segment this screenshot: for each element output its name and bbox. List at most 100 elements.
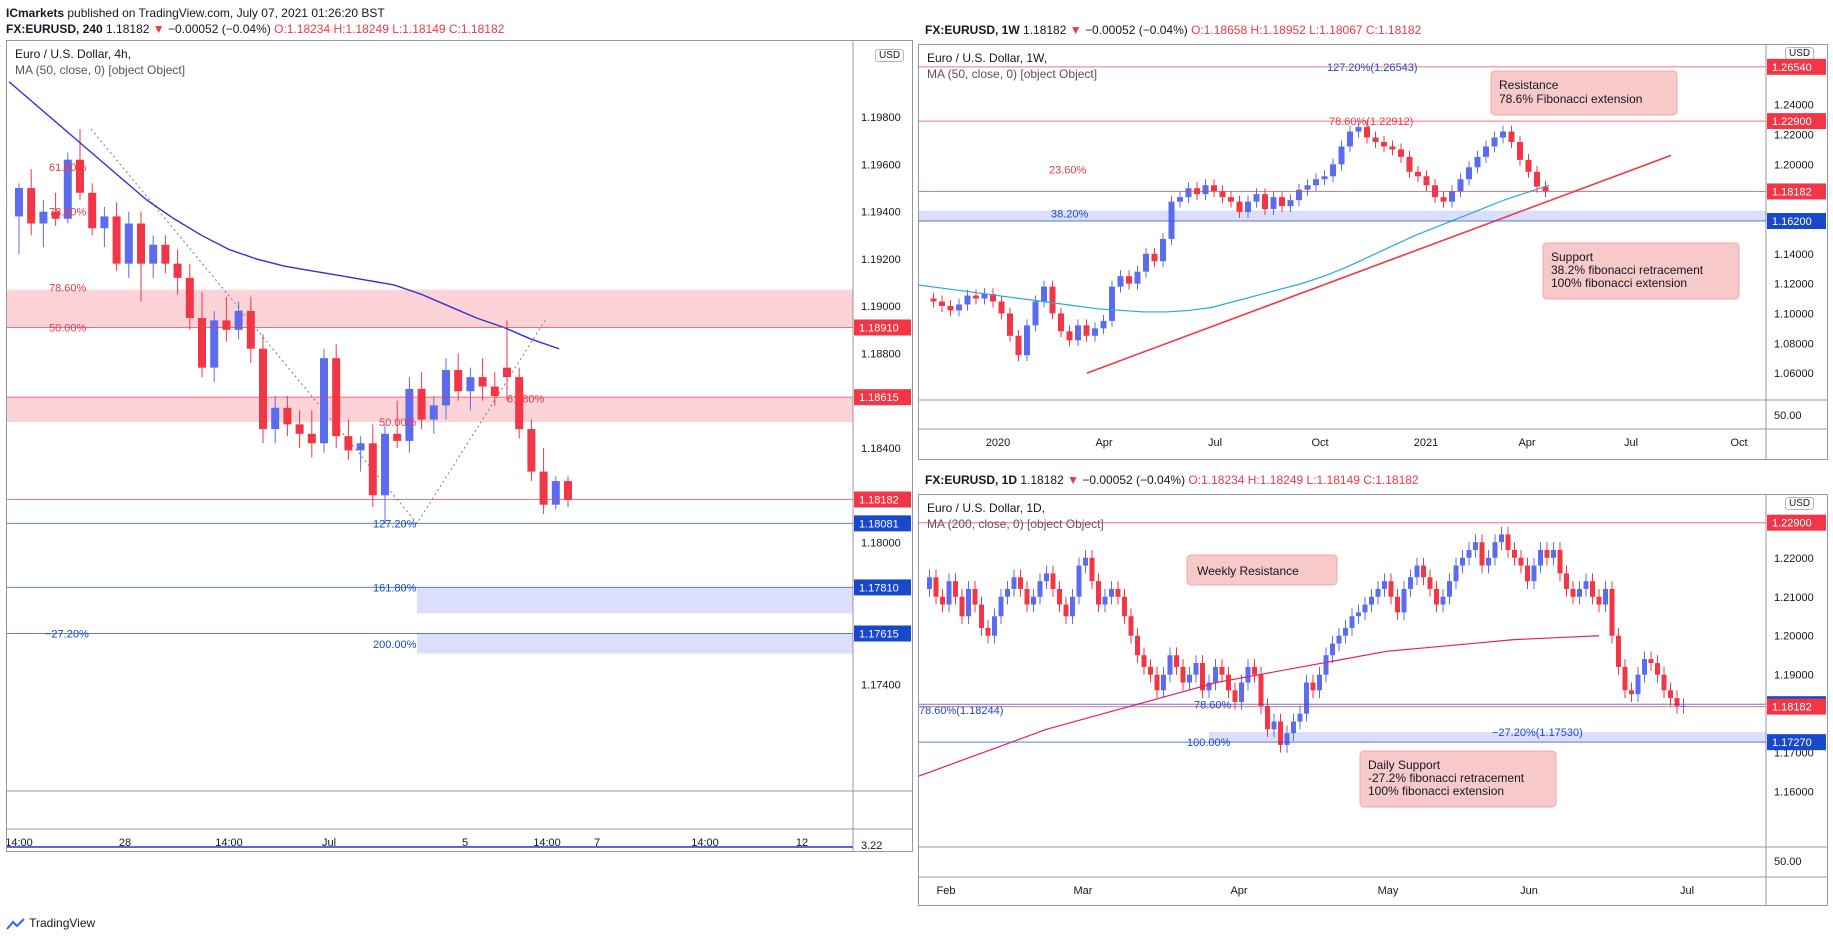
currency-badge-4h[interactable]: USD: [875, 49, 905, 62]
currency-badge-1d[interactable]: USD: [1785, 497, 1815, 510]
candle-body: [137, 223, 145, 264]
candle-body: [1279, 197, 1285, 207]
fib-level-label: 78.60%: [49, 207, 87, 219]
symbol-1w[interactable]: FX:EURUSD, 1W: [925, 23, 1020, 37]
candle-body: [1262, 194, 1268, 210]
price-tag-label: 1.16200: [1772, 216, 1812, 228]
candle-body: [964, 295, 971, 305]
candle-body: [381, 433, 389, 496]
candle-body: [210, 320, 219, 368]
x-tick-label: Oct: [1311, 437, 1328, 449]
resistance-callout-text: 78.6% Fibonacci extension: [1499, 92, 1642, 106]
candle-body: [1330, 164, 1336, 177]
candle-body: [1347, 131, 1353, 147]
candle-body: [405, 388, 414, 441]
support-callout-title: Support: [1551, 250, 1594, 264]
candle-body: [551, 481, 560, 505]
candle-body: [1525, 159, 1532, 172]
y-tick-label: 1.24000: [1774, 100, 1814, 112]
candle-body: [1474, 156, 1481, 168]
fib-level-label: 61.80%: [49, 162, 87, 174]
candle-body: [1531, 565, 1537, 582]
candle-body: [1253, 194, 1260, 202]
candle-body: [344, 436, 353, 451]
y-tick-label: 1.06000: [1774, 368, 1814, 380]
footer-brand[interactable]: TradingView: [29, 916, 96, 930]
candle-body: [1338, 146, 1345, 165]
price-tag-label: 1.18910: [859, 322, 899, 334]
x-tick-label: 5: [462, 837, 468, 849]
candle-body: [1544, 549, 1550, 558]
daily-support-title: Daily Support: [1368, 758, 1441, 772]
candle-body: [1375, 588, 1381, 597]
chart-canvas-1w[interactable]: 1.240001.220001.200001.180001.160001.140…: [919, 45, 1827, 459]
candle-body: [946, 581, 952, 605]
candle-body: [149, 244, 158, 264]
candle-body: [393, 433, 402, 441]
candle-body: [1310, 682, 1316, 691]
y-tick-label: 1.20000: [1774, 159, 1814, 171]
x-tick-label: Jul: [1624, 437, 1638, 449]
candle-body: [1168, 201, 1175, 239]
chart-canvas-4h[interactable]: 1.19800 1.19600 1.19400 1.19200 1.19000 1.188…: [7, 41, 912, 851]
candle-body: [271, 407, 280, 430]
candle-body: [1239, 682, 1244, 703]
chart-panel-1d[interactable]: FX:EURUSD, 1D 1.18182 ▼ −0.00052 (−0.04%…: [918, 473, 1828, 906]
candle-body: [1011, 577, 1017, 589]
candle-body: [1015, 335, 1022, 356]
price-4h: 1.18182: [106, 22, 150, 36]
candle-body: [1551, 549, 1556, 558]
x-tick-label: Mar: [1074, 885, 1093, 897]
price-tag-bg: [854, 319, 911, 336]
candle-body: [466, 377, 475, 392]
fib-zone: [919, 210, 1766, 221]
candle-body: [76, 159, 84, 193]
candle-body: [161, 244, 170, 264]
fib-level-label: 78.60%: [1194, 700, 1232, 712]
candle-body: [985, 627, 991, 636]
x-tick-label: 14:00: [691, 837, 719, 849]
candle-body: [1287, 200, 1294, 207]
candle-body: [1174, 655, 1179, 667]
symbol-1d[interactable]: FX:EURUSD, 1D: [925, 473, 1018, 487]
candle-body: [1135, 635, 1140, 656]
publisher-name[interactable]: ICmarkets: [6, 6, 65, 20]
symbol-4h[interactable]: FX:EURUSD, 240: [6, 22, 103, 36]
x-tick-label: Apr: [1230, 885, 1247, 897]
candle-body: [1193, 663, 1199, 675]
candle-body: [368, 443, 377, 496]
candle-body: [1525, 565, 1530, 582]
chart-panel-1w[interactable]: FX:EURUSD, 1W 1.18182 ▼ −0.00052 (−0.04%…: [918, 23, 1828, 460]
candle-body: [1382, 581, 1387, 589]
candle-body: [998, 301, 1005, 314]
candle-body: [1434, 588, 1439, 605]
candle-body: [1401, 588, 1407, 613]
candle-body: [1518, 557, 1524, 566]
candle-body: [1415, 171, 1421, 177]
fib-level-label: 161.80%: [373, 582, 417, 594]
candle-body: [1389, 146, 1396, 150]
candle-body: [1508, 131, 1515, 142]
candle-body: [539, 471, 548, 505]
candle-body: [39, 211, 48, 224]
chart-canvas-1d[interactable]: 1.22000 1.21000 1.20000 1.19000 1.17000 1.160…: [919, 495, 1827, 905]
chart-panel-4h[interactable]: Euro / U.S. Dollar, 4h, MA (50, close, 0…: [6, 40, 913, 852]
change-1d: −0.00052 (−0.04%): [1082, 473, 1186, 487]
candle-body: [1128, 616, 1134, 636]
ohlc-1w: O:1.18658 H:1.18952 L:1.18067 C:1.18182: [1191, 23, 1422, 37]
down-arrow-icon: ▼: [152, 22, 165, 36]
x-tick-label: Apr: [1095, 437, 1112, 449]
x-tick-label: 7: [594, 837, 600, 849]
x-tick-label: May: [1378, 885, 1399, 897]
price-tag-label: 1.18182: [1772, 702, 1812, 714]
candle-body: [1115, 588, 1121, 597]
candle-body: [454, 370, 463, 392]
change-1w: −0.00052 (−0.04%): [1084, 23, 1188, 37]
y-tick-label: 1.19800: [861, 112, 901, 124]
candle-body: [112, 216, 121, 264]
candle-body: [1408, 577, 1413, 589]
y-tick-label: 1.18400: [861, 443, 901, 455]
candle-body: [1211, 185, 1217, 192]
candle-body: [1356, 612, 1361, 617]
candle-body: [1100, 320, 1107, 329]
